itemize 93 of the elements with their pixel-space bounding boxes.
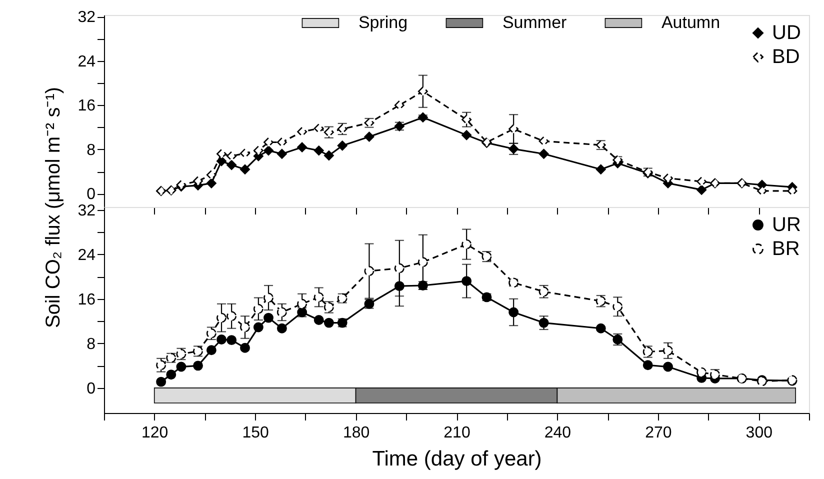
point [324, 150, 334, 161]
point [364, 132, 374, 142]
x-tick-label: 180 [342, 424, 370, 442]
point [264, 312, 274, 323]
point [216, 148, 226, 159]
point [193, 176, 203, 186]
legend-label: UD [772, 22, 801, 44]
x-tick-label: 270 [645, 424, 672, 442]
point [418, 257, 428, 268]
point [696, 184, 707, 195]
point [663, 346, 673, 356]
point [276, 323, 287, 334]
point [596, 323, 606, 334]
y-tick-label: 24 [78, 246, 96, 264]
legend-label: Summer [502, 13, 568, 32]
point [240, 322, 250, 332]
y-tick-label: 32 [78, 202, 96, 220]
point [314, 292, 324, 302]
x-axis-title: Time (day of year) [372, 448, 542, 470]
point [364, 266, 374, 276]
point [276, 137, 287, 148]
point [216, 334, 226, 344]
point [508, 124, 519, 134]
point [176, 362, 186, 372]
point [418, 112, 428, 122]
point [418, 86, 428, 96]
point [324, 318, 334, 328]
point [612, 302, 623, 312]
point [663, 173, 673, 184]
point [696, 367, 707, 378]
point [240, 148, 250, 158]
legend-label: BD [772, 46, 800, 68]
x-tick-label: 210 [444, 424, 470, 442]
point [462, 239, 472, 250]
y-tick-label: 16 [78, 291, 96, 308]
point [297, 142, 308, 152]
point [276, 148, 287, 159]
point [216, 156, 226, 166]
point [226, 335, 237, 346]
point [240, 342, 250, 353]
point [337, 140, 348, 151]
y-tick-label: 16 [78, 98, 96, 115]
point [240, 164, 250, 174]
y-tick-label: 0 [86, 186, 96, 204]
legend-label: BR [772, 238, 800, 260]
legend-label: Spring [358, 13, 408, 32]
point [226, 311, 237, 322]
y-tick-label: 24 [78, 53, 96, 70]
point [226, 160, 237, 170]
point [193, 360, 203, 371]
point [297, 126, 308, 137]
point [206, 345, 216, 356]
y-tick-label: 32 [78, 9, 96, 26]
point [394, 281, 404, 292]
point [253, 304, 264, 314]
point [206, 170, 216, 180]
point [538, 286, 549, 297]
y-tick-label: 8 [86, 336, 96, 353]
point [314, 123, 324, 134]
point [787, 186, 798, 196]
point [156, 360, 166, 370]
point [166, 370, 176, 380]
point [538, 318, 549, 328]
point [276, 307, 287, 318]
x-tick-label: 240 [544, 424, 572, 442]
point [297, 298, 308, 309]
point [314, 315, 324, 325]
point [216, 312, 226, 323]
point [663, 362, 673, 372]
point [394, 263, 404, 274]
legend-label: Autumn [661, 13, 720, 32]
point [206, 178, 216, 188]
point [264, 146, 274, 156]
point [462, 114, 472, 125]
point [508, 307, 519, 318]
x-tick-label: 150 [242, 424, 270, 442]
point [264, 292, 274, 303]
y-axis-title: Soil CO₂ flux (μmol m⁻² s⁻¹) [42, 86, 65, 328]
point [253, 322, 264, 332]
y-tick-label: 0 [86, 380, 96, 398]
point [156, 376, 166, 387]
point [462, 276, 472, 286]
point [642, 360, 653, 370]
point [538, 148, 549, 159]
point [462, 130, 472, 140]
point [314, 146, 324, 156]
legend-label: UR [772, 214, 801, 236]
y-tick-label: 8 [86, 142, 96, 159]
point [596, 164, 606, 174]
point [253, 146, 264, 156]
point [757, 186, 767, 196]
x-tick-label: 300 [746, 424, 773, 442]
x-tick-label: 120 [142, 424, 168, 442]
